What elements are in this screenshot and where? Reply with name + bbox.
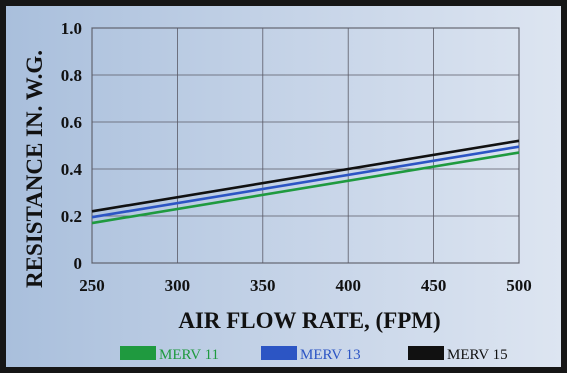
legend-swatch-3 <box>408 346 444 360</box>
series-line-3 <box>91 139 520 213</box>
y-tick-label: 1.0 <box>61 19 82 38</box>
y-tick-label: 0 <box>74 254 83 273</box>
y-tick-label: 0.4 <box>61 160 83 179</box>
line-chart: 250 300 350 400 450 500 0 0.2 0.4 0.6 0.8 1.0 AIR FL… <box>22 19 532 363</box>
x-tick-label: 500 <box>506 276 532 295</box>
x-tick-label: 450 <box>421 276 447 295</box>
legend-swatch-1 <box>120 346 156 360</box>
y-tick-label: 0.2 <box>61 207 82 226</box>
legend-label: MERV 15 <box>447 347 508 363</box>
x-tick-label: 250 <box>79 276 105 295</box>
x-tick-label: 300 <box>165 276 191 295</box>
legend-label: MERV 13 <box>300 347 361 363</box>
legend-label: MERV 11 <box>159 347 219 363</box>
x-tick-label: 400 <box>335 276 361 295</box>
series-line-1 <box>91 151 520 225</box>
y-tick-label: 0.6 <box>61 113 82 132</box>
plot-area <box>91 27 520 264</box>
series-line-2 <box>91 145 520 219</box>
x-axis-title: AIR FLOW RATE, (FPM) <box>178 308 440 333</box>
y-axis-title: RESISTANCE IN. W.G. <box>22 50 47 288</box>
y-tick-label: 0.8 <box>61 66 82 85</box>
x-tick-label: 350 <box>250 276 276 295</box>
legend-swatch-2 <box>261 346 297 360</box>
